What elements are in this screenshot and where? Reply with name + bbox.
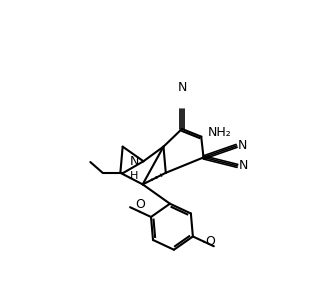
Text: N: N — [238, 139, 247, 152]
Text: O: O — [135, 198, 145, 211]
Text: N: N — [239, 159, 248, 172]
Text: N: N — [177, 81, 187, 94]
Text: O: O — [206, 235, 215, 248]
Text: N: N — [130, 155, 139, 168]
Text: H: H — [130, 171, 138, 181]
Text: NH₂: NH₂ — [207, 126, 231, 139]
